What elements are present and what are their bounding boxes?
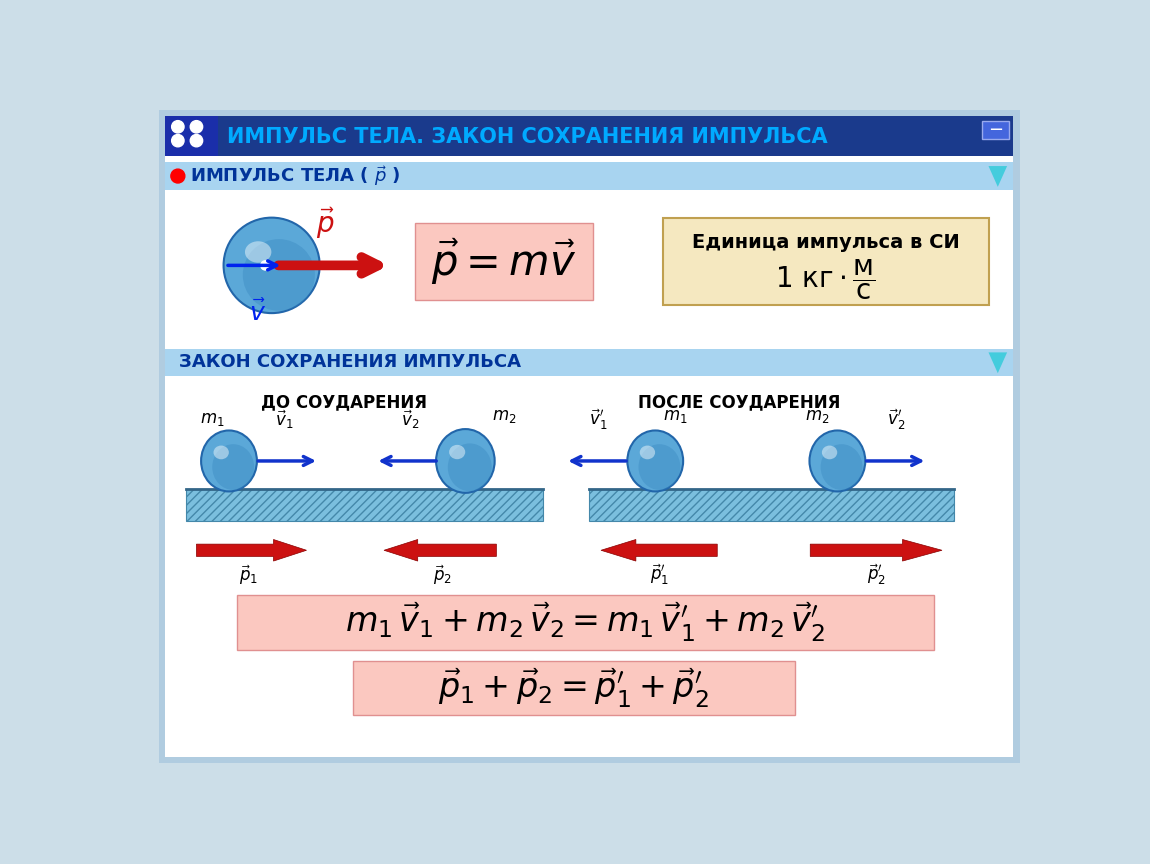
Text: ДО СОУДАРЕНИЯ: ДО СОУДАРЕНИЯ xyxy=(261,393,427,411)
Text: −: − xyxy=(988,121,1003,139)
Text: $\vec{v}_2$: $\vec{v}_2$ xyxy=(401,408,420,430)
Text: ПОСЛЕ СОУДАРЕНИЯ: ПОСЛЕ СОУДАРЕНИЯ xyxy=(638,393,841,411)
Text: $\vec{v}_1$: $\vec{v}_1$ xyxy=(275,408,293,430)
Polygon shape xyxy=(989,166,1007,187)
Text: $\vec{p}_1 + \vec{p}_2 = \vec{p}_1' + \vec{p}_2'$: $\vec{p}_1 + \vec{p}_2 = \vec{p}_1' + \v… xyxy=(438,666,710,709)
Ellipse shape xyxy=(436,429,494,492)
Text: $\vec{p}_1'$: $\vec{p}_1'$ xyxy=(650,562,668,588)
Text: $\vec{p}_2$: $\vec{p}_2$ xyxy=(432,563,452,587)
Text: ИМПУЛЬС ТЕЛА. ЗАКОН СОХРАНЕНИЯ ИМПУЛЬСА: ИМПУЛЬС ТЕЛА. ЗАКОН СОХРАНЕНИЯ ИМПУЛЬСА xyxy=(228,127,828,147)
Bar xyxy=(166,162,1013,190)
Text: $\vec{v}$: $\vec{v}$ xyxy=(250,300,266,326)
Circle shape xyxy=(190,135,202,147)
Text: $\vec{p}$: $\vec{p}$ xyxy=(316,206,336,240)
Text: $\vec{v}_1'$: $\vec{v}_1'$ xyxy=(589,407,607,432)
Text: $\vec{v}_2'$: $\vec{v}_2'$ xyxy=(887,407,905,432)
Bar xyxy=(590,489,953,521)
Ellipse shape xyxy=(810,430,865,492)
Text: $m_2$: $m_2$ xyxy=(492,407,516,425)
Text: $m_1$: $m_1$ xyxy=(664,407,688,425)
Ellipse shape xyxy=(201,430,256,492)
Text: $m_1\,\vec{v}_1 + m_2\,\vec{v}_2 = m_1\,\vec{v}_1' + m_2\,\vec{v}_2'$: $m_1\,\vec{v}_1 + m_2\,\vec{v}_2 = m_1\,… xyxy=(345,601,826,645)
Circle shape xyxy=(261,261,270,270)
Bar xyxy=(982,121,1009,139)
Ellipse shape xyxy=(214,446,229,460)
Bar xyxy=(166,116,218,156)
Bar xyxy=(166,376,1013,757)
Bar xyxy=(590,489,953,521)
Ellipse shape xyxy=(245,241,271,263)
Ellipse shape xyxy=(450,445,466,459)
FancyArrow shape xyxy=(197,539,307,561)
Text: $\vec{p}_1$: $\vec{p}_1$ xyxy=(239,563,258,587)
Circle shape xyxy=(171,135,184,147)
Ellipse shape xyxy=(243,239,315,311)
Ellipse shape xyxy=(628,430,683,492)
Text: Единица импульса в СИ: Единица импульса в СИ xyxy=(692,232,959,251)
Circle shape xyxy=(171,121,184,133)
Circle shape xyxy=(190,121,202,133)
Ellipse shape xyxy=(223,218,320,313)
Ellipse shape xyxy=(447,443,492,492)
Text: $m_2$: $m_2$ xyxy=(805,407,829,425)
Bar xyxy=(166,190,1013,342)
Ellipse shape xyxy=(639,446,656,460)
Ellipse shape xyxy=(213,444,254,490)
Bar xyxy=(353,661,795,715)
Text: $m_1$: $m_1$ xyxy=(200,410,224,429)
FancyArrow shape xyxy=(384,539,497,561)
Ellipse shape xyxy=(822,446,837,460)
Circle shape xyxy=(171,169,185,183)
Text: ЗАКОН СОХРАНЕНИЯ ИМПУЛЬСА: ЗАКОН СОХРАНЕНИЯ ИМПУЛЬСА xyxy=(178,353,521,372)
FancyArrow shape xyxy=(601,539,718,561)
Bar xyxy=(237,595,934,651)
Bar xyxy=(664,218,989,305)
Bar xyxy=(166,348,1013,376)
Bar xyxy=(186,489,543,521)
Text: ИМПУЛЬС ТЕЛА ( $\vec{p}$ ): ИМПУЛЬС ТЕЛА ( $\vec{p}$ ) xyxy=(190,164,401,188)
Text: $\vec{p} = m\vec{v}$: $\vec{p} = m\vec{v}$ xyxy=(431,236,577,287)
Text: $\vec{p}_2'$: $\vec{p}_2'$ xyxy=(867,562,886,588)
Bar xyxy=(166,116,1013,156)
Ellipse shape xyxy=(821,444,862,490)
Polygon shape xyxy=(989,353,1007,373)
Text: $1\ \mathrm{кг} \cdot \dfrac{\mathrm{м}}{\mathrm{с}}$: $1\ \mathrm{кг} \cdot \dfrac{\mathrm{м}}… xyxy=(775,257,876,302)
Ellipse shape xyxy=(638,444,681,490)
Bar xyxy=(186,489,543,521)
FancyArrow shape xyxy=(811,539,942,561)
Bar xyxy=(415,223,593,300)
